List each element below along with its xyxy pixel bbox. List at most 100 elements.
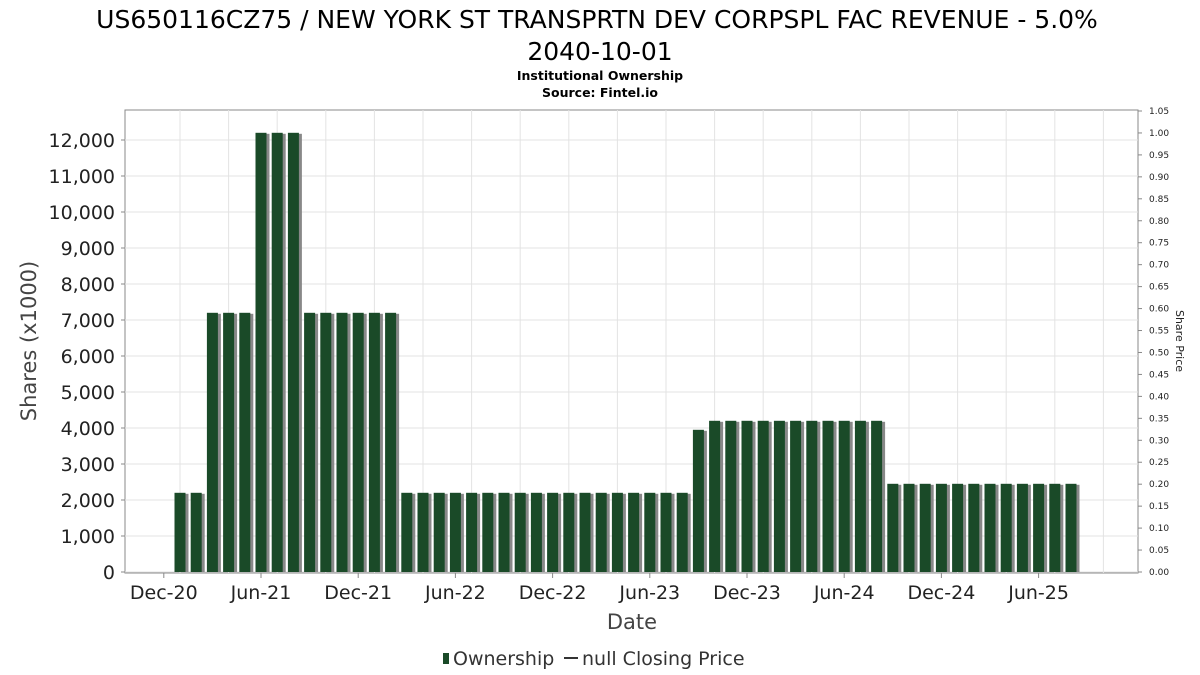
x-axis-label: Date <box>607 610 657 634</box>
bar <box>935 483 947 572</box>
bar <box>579 492 591 572</box>
y2-tick-label: 1.05 <box>1149 107 1169 117</box>
bar <box>871 420 883 572</box>
chart-title-line1: US650116CZ75 / NEW YORK ST TRANSPRTN DEV… <box>96 5 1098 34</box>
bar <box>563 492 575 572</box>
bar <box>854 420 866 572</box>
y-tick-label: 1,000 <box>61 526 115 548</box>
y2-tick-label: 0.75 <box>1149 239 1169 249</box>
bar <box>595 492 607 572</box>
bar <box>547 492 559 572</box>
y2-tick-label: 0.90 <box>1149 173 1169 183</box>
y2-tick-label: 0.30 <box>1149 436 1169 446</box>
x-tick-label: Dec-23 <box>713 582 781 604</box>
y2-tick-label: 0.00 <box>1149 568 1169 578</box>
bar <box>660 492 672 572</box>
bar <box>692 429 704 572</box>
y2-tick-label: 1.00 <box>1149 129 1169 139</box>
bar <box>984 483 996 572</box>
bar <box>320 312 332 572</box>
legend-ownership-label: Ownership <box>453 648 554 670</box>
bar <box>676 492 688 572</box>
y2-tick-label: 0.40 <box>1149 392 1169 402</box>
legend-price-label: null Closing Price <box>582 648 745 670</box>
y-tick-label: 9,000 <box>61 238 115 260</box>
bar <box>304 312 316 572</box>
y2-axis-label: Share Price <box>1173 310 1186 372</box>
bar <box>206 312 218 572</box>
legend-ownership-swatch <box>443 653 449 664</box>
x-tick-label: Dec-20 <box>130 582 198 604</box>
bar <box>1033 483 1045 572</box>
bar <box>806 420 818 572</box>
y2-tick-label: 0.70 <box>1149 261 1169 271</box>
chart-title-line2: 2040-10-01 <box>527 37 672 66</box>
y2-tick-label: 0.55 <box>1149 327 1169 337</box>
bar <box>417 492 429 572</box>
x-tick-label: Jun-25 <box>1007 582 1069 604</box>
legend: Ownership null Closing Price <box>443 648 745 670</box>
y2-tick-label: 0.05 <box>1149 546 1169 556</box>
bar <box>1049 483 1061 572</box>
bar <box>919 483 931 572</box>
y2-axis-ticks: 0.00 0.05 0.10 0.15 0.20 0.25 0.30 0.35 0.40 0.45… <box>1138 107 1169 578</box>
x-tick-label: Jun-23 <box>618 582 680 604</box>
bar <box>903 483 915 572</box>
bars-group <box>174 132 1080 573</box>
bar <box>255 132 267 573</box>
bar <box>530 492 542 572</box>
bar <box>466 492 478 572</box>
bar <box>968 483 980 572</box>
y-tick-label: 10,000 <box>49 202 115 224</box>
y2-tick-label: 0.85 <box>1149 195 1169 205</box>
bar <box>887 483 899 572</box>
bar <box>611 492 623 572</box>
x-tick-label: Jun-24 <box>813 582 875 604</box>
bar <box>1000 483 1012 572</box>
y-tick-label: 6,000 <box>61 346 115 368</box>
y2-tick-label: 0.65 <box>1149 283 1169 293</box>
y2-tick-label: 0.95 <box>1149 151 1169 161</box>
y-tick-label: 12,000 <box>49 130 115 152</box>
chart-subtitle-ownership: Institutional Ownership <box>517 68 683 83</box>
y2-tick-label: 0.80 <box>1149 217 1169 227</box>
y-tick-label: 5,000 <box>61 382 115 404</box>
y2-tick-label: 0.10 <box>1149 524 1169 534</box>
y2-tick-label: 0.20 <box>1149 480 1169 490</box>
bar <box>385 312 397 572</box>
y-tick-label: 8,000 <box>61 274 115 296</box>
bar <box>190 492 202 572</box>
bar <box>1016 483 1028 572</box>
y2-tick-label: 0.50 <box>1149 348 1169 358</box>
bar <box>498 492 510 572</box>
y-tick-label: 4,000 <box>61 418 115 440</box>
bar <box>433 492 445 572</box>
bar <box>287 132 299 573</box>
y2-tick-label: 0.45 <box>1149 370 1169 380</box>
y2-tick-label: 0.25 <box>1149 458 1169 468</box>
bar <box>271 132 283 573</box>
x-tick-label: Dec-21 <box>324 582 392 604</box>
y2-tick-label: 0.60 <box>1149 305 1169 315</box>
y-tick-label: 0 <box>103 562 115 584</box>
y-axis-label: Shares (x1000) <box>17 261 41 421</box>
y2-tick-label: 0.35 <box>1149 414 1169 424</box>
bar <box>239 312 251 572</box>
y-tick-label: 11,000 <box>49 166 115 188</box>
x-tick-label: Dec-24 <box>907 582 975 604</box>
bar <box>773 420 785 572</box>
x-tick-label: Jun-22 <box>424 582 486 604</box>
y2-tick-label: 0.15 <box>1149 502 1169 512</box>
y-axis-ticks: 0 1,000 2,000 3,000 4,000 5,000 6,000 7,000 8,00… <box>49 130 125 584</box>
bar <box>336 312 348 572</box>
bar <box>223 312 235 572</box>
chart-subtitle-source: Source: Fintel.io <box>542 85 658 100</box>
x-tick-label: Dec-22 <box>519 582 587 604</box>
y-tick-label: 2,000 <box>61 490 115 512</box>
bar <box>725 420 737 572</box>
bar <box>741 420 753 572</box>
x-tick-label: Jun-21 <box>230 582 292 604</box>
bar <box>401 492 413 572</box>
bar <box>822 420 834 572</box>
